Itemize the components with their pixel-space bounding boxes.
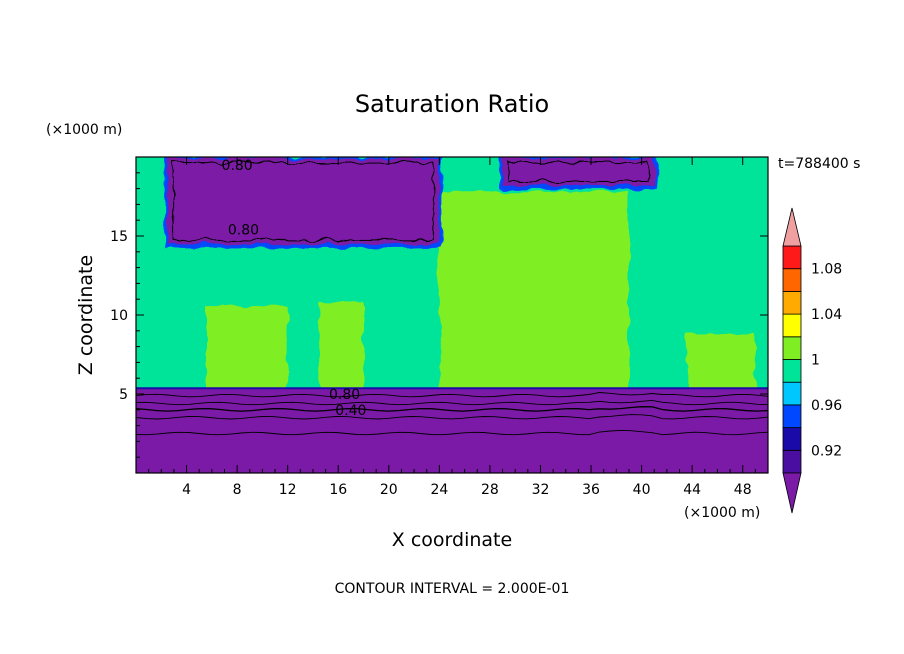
dry-patch-contours [173,162,649,241]
colorbar-label: 0.92 [811,443,842,459]
contour-line-1 [136,392,768,398]
contour-lines [136,162,768,436]
colorbar-band [782,336,802,360]
contour-interval-note: CONTOUR INTERVAL = 2.000E-01 [335,581,570,597]
x-axis-ticks: 4 8 12 16 20 24 28 32 36 40 44 48 [148,157,756,498]
lower-dry-layer [136,389,768,473]
saturated-column-2 [319,302,364,394]
x-tick-label: 48 [734,482,752,498]
chart-title: Saturation Ratio [355,90,549,118]
y-tick-label: 10 [110,308,128,324]
colorbar: 0.92 0.96 1 1.04 1.08 [782,207,842,514]
saturated-columns [205,191,756,394]
x-tick-label: 16 [329,482,347,498]
y-tick-label: 5 [119,387,128,403]
contour-line-2 [136,399,768,406]
y-axis-label: Z coordinate [75,255,97,375]
lower-layer-fringe [136,387,768,391]
x-tick-label: 12 [279,482,297,498]
y-axis-ticks: 5 10 15 [110,172,768,458]
colorbar-label: 1 [811,353,820,369]
contour-label-3: 0.80 [329,387,360,403]
colorbar-label: 0.96 [811,398,842,414]
y-tick-label: 15 [110,229,128,245]
x-tick-label: 36 [582,482,600,498]
colorbar-band [782,290,802,315]
contour-line-4 [136,414,768,420]
x-tick-label: 32 [532,482,550,498]
dry-contour-1 [173,162,434,241]
x-tick-label: 44 [683,482,701,498]
colorbar-band [782,404,802,428]
colorbar-band [782,427,802,451]
y-unit-label: (×1000 m) [46,122,122,138]
contour-label-2: 0.80 [228,223,259,239]
x-tick-label: 40 [633,482,651,498]
colorbar-label: 1.04 [811,307,842,323]
saturated-column-4 [685,333,756,394]
x-axis-label: X coordinate [392,529,512,551]
colorbar-band [782,313,802,338]
contour-line-5 [136,429,768,436]
saturation-field [136,157,768,473]
contour-label-4: 0.40 [335,403,366,419]
dry-contour-2 [508,162,649,182]
dry-patch-1 [167,158,440,244]
contour-line-3 [136,406,768,412]
colorbar-band [782,359,802,383]
colorbar-under-arrow [782,472,802,514]
saturated-column-1 [205,307,288,394]
contour-labels: 0.800.800.800.40 [222,158,367,419]
x-unit-label: (×1000 m) [684,505,760,521]
colorbar-band [782,268,802,292]
contour-label-1: 0.80 [222,158,253,174]
x-tick-label: 8 [233,482,242,498]
colorbar-band [782,449,802,474]
colorbar-label: 1.08 [811,262,842,278]
x-tick-label: 20 [380,482,398,498]
saturated-column-3 [439,191,629,394]
colorbar-band [782,245,802,270]
colorbar-over-arrow [782,207,802,247]
time-label: t=788400 s [778,156,860,172]
x-tick-label: 24 [430,482,448,498]
x-tick-label: 28 [481,482,499,498]
colorbar-band [782,381,802,406]
x-tick-label: 4 [182,482,191,498]
